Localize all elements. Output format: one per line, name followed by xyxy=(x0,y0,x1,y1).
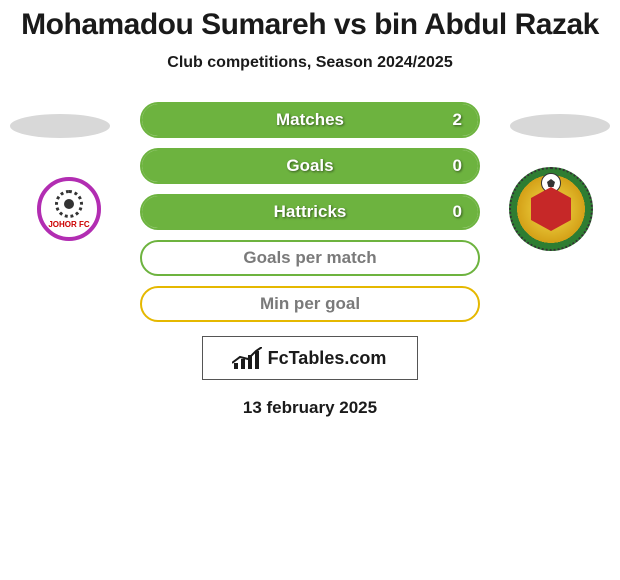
brand-box: FcTables.com xyxy=(202,336,418,380)
stat-label: Min per goal xyxy=(260,294,360,314)
player-photo-placeholder-right xyxy=(510,114,610,138)
fctables-logo-icon xyxy=(234,347,262,369)
stat-label: Goals xyxy=(286,156,333,176)
comparison-title: Mohamadou Sumareh vs bin Abdul Razak xyxy=(0,0,620,42)
brand-text: FcTables.com xyxy=(268,348,387,369)
club-badge-right xyxy=(504,162,598,256)
stat-value: 2 xyxy=(453,110,462,130)
stat-value: 0 xyxy=(453,202,462,222)
snapshot-date: 13 february 2025 xyxy=(0,398,620,418)
johor-fc-icon: JOHOR FC xyxy=(37,177,101,241)
stat-row: Matches 2 xyxy=(140,102,480,138)
stat-row: Hattricks 0 xyxy=(140,194,480,230)
club-crest-icon xyxy=(509,167,593,251)
stat-row: Goals 0 xyxy=(140,148,480,184)
stat-row: Min per goal xyxy=(140,286,480,322)
stat-label: Matches xyxy=(276,110,344,130)
content-area: JOHOR FC Matches 2 Goals 0 Hattricks 0 Goals p… xyxy=(0,102,620,322)
club-badge-left: JOHOR FC xyxy=(22,162,116,256)
stats-container: Matches 2 Goals 0 Hattricks 0 Goals per match M… xyxy=(140,102,480,322)
club-badge-left-label: JOHOR FC xyxy=(48,220,89,229)
stat-label: Goals per match xyxy=(243,248,376,268)
player-photo-placeholder-left xyxy=(10,114,110,138)
comparison-subtitle: Club competitions, Season 2024/2025 xyxy=(0,54,620,72)
stat-value: 0 xyxy=(453,156,462,176)
stat-row: Goals per match xyxy=(140,240,480,276)
stat-label: Hattricks xyxy=(274,202,347,222)
